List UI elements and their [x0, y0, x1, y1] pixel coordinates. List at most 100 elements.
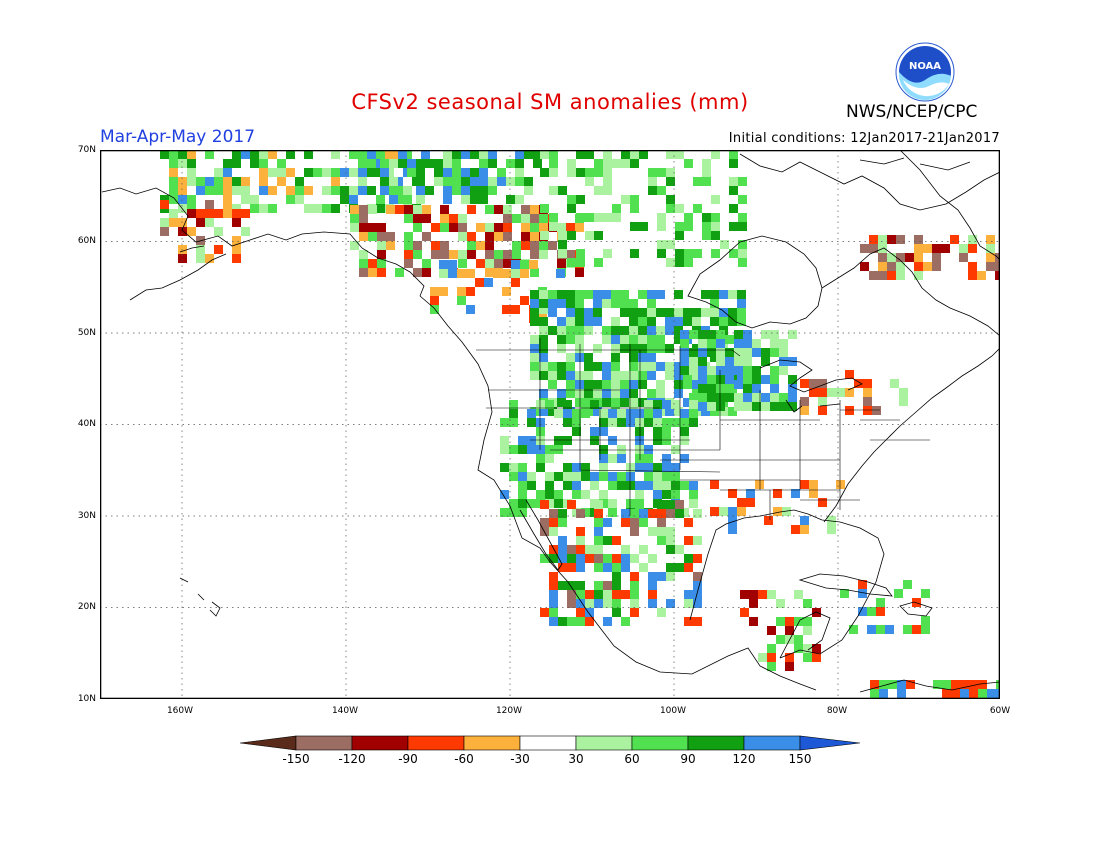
- anomaly-cell: [621, 617, 630, 626]
- anomaly-cell: [996, 680, 1000, 689]
- anomaly-cell: [448, 260, 457, 269]
- anomaly-cell: [674, 326, 683, 335]
- anomaly-cell: [635, 418, 644, 427]
- anomaly-cell: [803, 626, 812, 635]
- anomaly-cell: [585, 617, 594, 626]
- lat-label-50n: 50N: [77, 328, 96, 338]
- anomaly-cell: [818, 388, 827, 397]
- anomaly-cell: [576, 599, 585, 608]
- anomaly-cell: [407, 159, 416, 168]
- anomaly-cell: [187, 227, 196, 236]
- anomaly-cell: [689, 481, 698, 490]
- anomaly-cell: [894, 589, 903, 598]
- anomaly-cell: [693, 590, 702, 599]
- anomaly-cell: [932, 244, 941, 253]
- anomaly-cell: [800, 516, 809, 525]
- anomaly-cell: [422, 268, 431, 277]
- anomaly-cell: [530, 299, 539, 308]
- anomaly-cell: [540, 608, 549, 617]
- anomaly-cell: [566, 353, 575, 362]
- anomaly-cell: [629, 362, 638, 371]
- anomaly-cell: [968, 235, 977, 244]
- anomaly-cell: [630, 249, 639, 258]
- anomaly-cell: [770, 375, 779, 384]
- anomaly-cell: [602, 290, 611, 299]
- anomaly-cell: [431, 223, 440, 232]
- anomaly-cell: [648, 581, 657, 590]
- anomaly-cell: [671, 400, 680, 409]
- anomaly-cell: [509, 463, 518, 472]
- anomaly-cell: [443, 177, 452, 186]
- anomaly-cell: [728, 525, 737, 534]
- anomaly-cell: [594, 536, 603, 545]
- anomaly-cell: [521, 223, 530, 232]
- anomaly-cell: [593, 407, 602, 416]
- anomaly-cell: [662, 481, 671, 490]
- anomaly-cell: [743, 402, 752, 411]
- anomaly-cell: [674, 317, 683, 326]
- anomaly-cell: [876, 607, 885, 616]
- anomaly-cell: [566, 371, 575, 380]
- anomaly-cell: [608, 481, 617, 490]
- anomaly-cell: [558, 509, 567, 518]
- anomaly-cell: [602, 380, 611, 389]
- anomaly-cell: [620, 389, 629, 398]
- anomaly-cell: [467, 241, 476, 250]
- anomaly-cell: [563, 472, 572, 481]
- anomaly-cell: [773, 489, 782, 498]
- anomaly-cell: [665, 326, 674, 335]
- anomaly-cell: [440, 214, 449, 223]
- anomaly-cell: [737, 290, 746, 299]
- anomaly-cell: [638, 362, 647, 371]
- anomaly-cell: [638, 317, 647, 326]
- anomaly-cell: [617, 481, 626, 490]
- anomaly-cell: [599, 472, 608, 481]
- anomaly-cell: [160, 200, 169, 209]
- anomaly-cell: [960, 680, 969, 689]
- anomaly-cell: [558, 536, 567, 545]
- anomaly-cell: [448, 269, 457, 278]
- anomaly-cell: [897, 680, 906, 689]
- anomaly-cell: [630, 509, 639, 518]
- coastlines: [101, 150, 1000, 693]
- anomaly-cell: [416, 168, 425, 177]
- anomaly-cell: [548, 241, 557, 250]
- legend-bin-120-150: [743, 735, 801, 751]
- anomaly-cell: [675, 204, 684, 213]
- anomaly-cell: [404, 250, 413, 259]
- anomaly-cell: [863, 406, 872, 415]
- anomaly-cell: [626, 499, 635, 508]
- anomaly-cell: [698, 339, 707, 348]
- anomaly-cell: [567, 231, 576, 240]
- anomaly-cell: [205, 200, 214, 209]
- anomaly-cell: [653, 436, 662, 445]
- anomaly-cell: [558, 249, 567, 258]
- anomaly-cell: [377, 250, 386, 259]
- anomaly-cell: [594, 563, 603, 572]
- anomaly-cell: [536, 490, 545, 499]
- anomaly-cell: [359, 268, 368, 277]
- anomaly-cell: [800, 406, 809, 415]
- anomaly-cell: [594, 554, 603, 563]
- anomaly-cell: [558, 231, 567, 240]
- anomaly-cell: [986, 244, 995, 253]
- anomaly-cell: [545, 481, 554, 490]
- anomaly-cell: [638, 335, 647, 344]
- anomaly-cell: [794, 644, 803, 653]
- anomaly-cell: [422, 214, 431, 223]
- anomaly-cell: [644, 418, 653, 427]
- anomaly-cell: [629, 389, 638, 398]
- anomaly-cell: [187, 204, 196, 213]
- anomaly-cell: [232, 218, 241, 227]
- anomaly-cell: [368, 259, 377, 268]
- anomaly-cell: [729, 186, 738, 195]
- anomaly-cell: [836, 480, 845, 489]
- anomaly-cell: [743, 393, 752, 402]
- anomaly-cell: [665, 371, 674, 380]
- anomaly-cell: [494, 250, 503, 259]
- anomaly-cell: [558, 240, 567, 249]
- anomaly-cell: [858, 589, 867, 598]
- anomaly-cell: [511, 269, 520, 278]
- anomaly-cell: [611, 362, 620, 371]
- anomaly-cell: [539, 344, 548, 353]
